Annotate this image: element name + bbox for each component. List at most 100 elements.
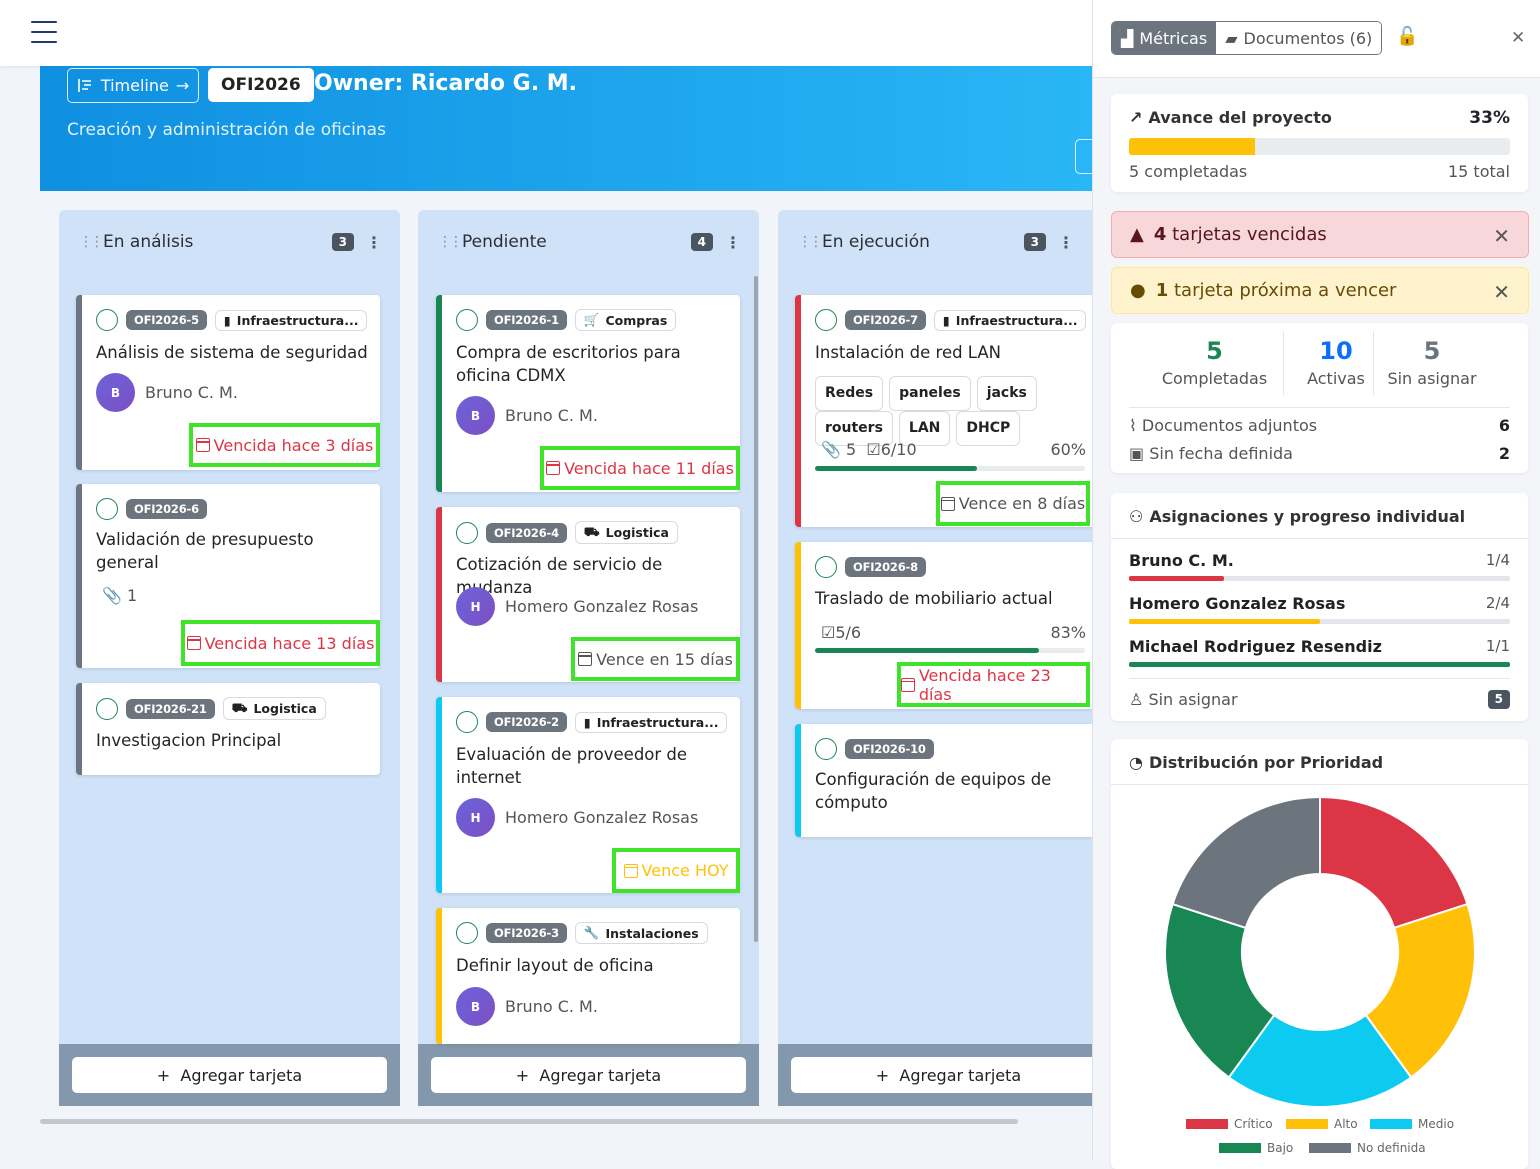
card-id-badge: OFI2026-5 [126, 310, 207, 330]
card-ofi2026-8[interactable]: OFI2026-8 Traslado de mobiliario actual … [795, 542, 1092, 709]
tag-chip[interactable]: LAN [898, 411, 951, 446]
close-icon[interactable]: ✕ [1493, 224, 1510, 248]
donut-slice-bajo[interactable] [1164, 902, 1276, 1079]
unlock-icon[interactable]: 🔓 [1396, 26, 1419, 47]
category-badge: ▮ Infraestructura... [933, 309, 1087, 331]
tag-chip[interactable]: DHCP [956, 411, 1021, 446]
drag-handle-icon[interactable]: ⋮⋮ [438, 234, 463, 250]
add-card-button[interactable]: + Agregar tarjeta [791, 1057, 1092, 1093]
card-title: Evaluación de proveedor de internet [456, 745, 688, 787]
complete-toggle[interactable] [96, 309, 118, 331]
assignments-panel: ⚇ Asignaciones y progreso individual Brun… [1111, 493, 1528, 721]
complete-toggle[interactable] [815, 738, 837, 760]
assignments-title: Asignaciones y progreso individual [1149, 507, 1466, 526]
card-ofi2026-4[interactable]: OFI2026-4 ⛟ Logistica Cotización de servic… [436, 507, 740, 682]
priority-donut-chart [1164, 795, 1476, 1108]
assignee-row[interactable]: Homero Gonzalez Rosas 2/4 [1129, 594, 1510, 624]
complete-toggle[interactable] [815, 556, 837, 578]
timeline-button[interactable]: Timeline → [67, 68, 199, 103]
legend-item[interactable]: No definida [1309, 1141, 1426, 1155]
donut-slice-medio[interactable] [1227, 1013, 1413, 1108]
stat-value: 10 [1319, 337, 1353, 365]
complete-toggle[interactable] [96, 697, 118, 720]
assignee-row[interactable]: Bruno C. M. 1/4 [1129, 551, 1510, 581]
due-label: Vencida hace 13 días [204, 633, 375, 653]
assignee-name: Homero Gonzalez Rosas [505, 808, 699, 827]
add-card-label: Agregar tarjeta [899, 1065, 1022, 1085]
calendar-icon [195, 438, 210, 452]
progress-bar [815, 648, 1085, 653]
due-soon-alert: ● 1 tarjeta próxima a vencer ✕ [1111, 267, 1529, 314]
tab-metricas[interactable]: ▟ Métricas [1112, 22, 1217, 54]
column-menu-icon[interactable]: ⋮ [1058, 232, 1074, 252]
column-count-badge: 3 [331, 233, 354, 251]
column-header: ⋮⋮ En ejecución 3 ⋮ [778, 210, 1092, 274]
legend-label: No definida [1357, 1141, 1426, 1155]
add-card-button[interactable]: + Agregar tarjeta [431, 1057, 746, 1093]
bar-chart-icon: ▟ [1121, 28, 1134, 48]
drag-handle-icon[interactable]: ⋮⋮ [798, 234, 823, 250]
card-ofi2026-2[interactable]: OFI2026-2 ▮ Infraestructura... Evaluación … [436, 697, 740, 893]
close-icon[interactable]: ✕ [1511, 28, 1526, 48]
card-ofi2026-6[interactable]: OFI2026-6 Validación de presupuesto gene… [76, 484, 380, 668]
complete-toggle[interactable] [456, 922, 478, 944]
legend-item[interactable]: Alto [1286, 1117, 1358, 1131]
card-meta: ☑5/6 [821, 623, 861, 642]
assignee-name: Bruno C. M. [505, 406, 598, 425]
docs-row: ⌇ Documentos adjuntos 6 [1129, 416, 1510, 435]
card-title: Análisis de sistema de seguridad [96, 343, 368, 362]
legend-item[interactable]: Crítico [1186, 1117, 1273, 1131]
legend-item[interactable]: Bajo [1219, 1141, 1293, 1155]
priority-panel: ◔ Distribución por Prioridad Crítico Alto M… [1111, 739, 1528, 1169]
server-icon: ▮ [942, 312, 950, 328]
assignee-row[interactable]: Michael Rodriguez Resendiz 1/1 [1129, 637, 1510, 667]
overdue-alert: ▲ 4 tarjetas vencidas ✕ [1111, 211, 1529, 258]
card-ofi2026-1[interactable]: OFI2026-1 🛒 Compras Compra de escritorios … [436, 295, 740, 492]
tag-chip[interactable]: paneles [889, 376, 971, 411]
stat-value: 5 [1423, 337, 1441, 365]
complete-toggle[interactable] [456, 309, 478, 331]
tag-chip[interactable]: routers [815, 411, 893, 446]
board-horizontal-scrollbar[interactable] [40, 1119, 1018, 1124]
close-icon[interactable]: ✕ [1493, 280, 1510, 304]
card-assignee: B Bruno C. M. [456, 396, 598, 435]
stat-sin-asignar: 5 Sin asignar [1381, 337, 1483, 388]
card-ofi2026-3[interactable]: OFI2026-3 🔧 Instalaciones Definir layout d… [436, 908, 740, 1044]
donut-slice-alto[interactable] [1364, 902, 1476, 1079]
project-owner: Owner: Ricardo G. M. [314, 71, 577, 96]
legend-item[interactable]: Medio [1370, 1117, 1454, 1131]
card-assignee: H Homero Gonzalez Rosas [456, 587, 698, 626]
tag-chip[interactable]: Redes [815, 376, 884, 411]
total-count: 15 total [1447, 162, 1510, 181]
donut-slice-crítico[interactable] [1319, 795, 1469, 930]
calendar-icon [546, 461, 561, 475]
card-ofi2026-5[interactable]: OFI2026-5 ▮ Infraestructura... Análisis de… [76, 295, 380, 470]
timeline-icon [77, 79, 91, 92]
column-scrollbar[interactable] [754, 276, 758, 942]
attachment-count: 📎 1 [102, 586, 137, 605]
complete-toggle[interactable] [456, 711, 478, 733]
category-label: Instalaciones [605, 925, 699, 941]
column-menu-icon[interactable]: ⋮ [366, 232, 382, 252]
card-title: Traslado de mobiliario actual [815, 589, 1053, 608]
server-icon: ▮ [583, 714, 591, 730]
drag-handle-icon[interactable]: ⋮⋮ [79, 234, 104, 250]
column-menu-icon[interactable]: ⋮ [725, 232, 741, 252]
card-ofi2026-7[interactable]: OFI2026-7 ▮ Infraestructura... Instalación… [795, 295, 1092, 527]
assignee-progress [1129, 662, 1510, 667]
due-soon-count: 1 [1155, 280, 1169, 301]
complete-toggle[interactable] [96, 498, 118, 520]
card-ofi2026-21[interactable]: OFI2026-21 ⛟ Logistica Investigacion Princ… [76, 683, 380, 775]
calendar-icon [940, 496, 955, 511]
add-card-button[interactable]: + Agregar tarjeta [72, 1057, 387, 1093]
card-ofi2026-10[interactable]: OFI2026-10 Configuración de equipos de c… [795, 724, 1092, 837]
complete-toggle[interactable] [815, 309, 837, 331]
donut-slice-no-definida[interactable] [1171, 795, 1321, 930]
tab-documentos[interactable]: ▰ Documentos (6) [1216, 22, 1382, 54]
menu-icon[interactable] [31, 21, 57, 43]
complete-toggle[interactable] [456, 521, 478, 544]
tag-chip[interactable]: jacks [976, 376, 1037, 411]
metrics-sidebar: ▟ Métricas ▰ Documentos (6) 🔓 ✕ ↗ Avance de… [1092, 0, 1540, 1169]
tag-button[interactable] [1075, 139, 1095, 174]
person-icon: ♙ [1129, 690, 1144, 709]
